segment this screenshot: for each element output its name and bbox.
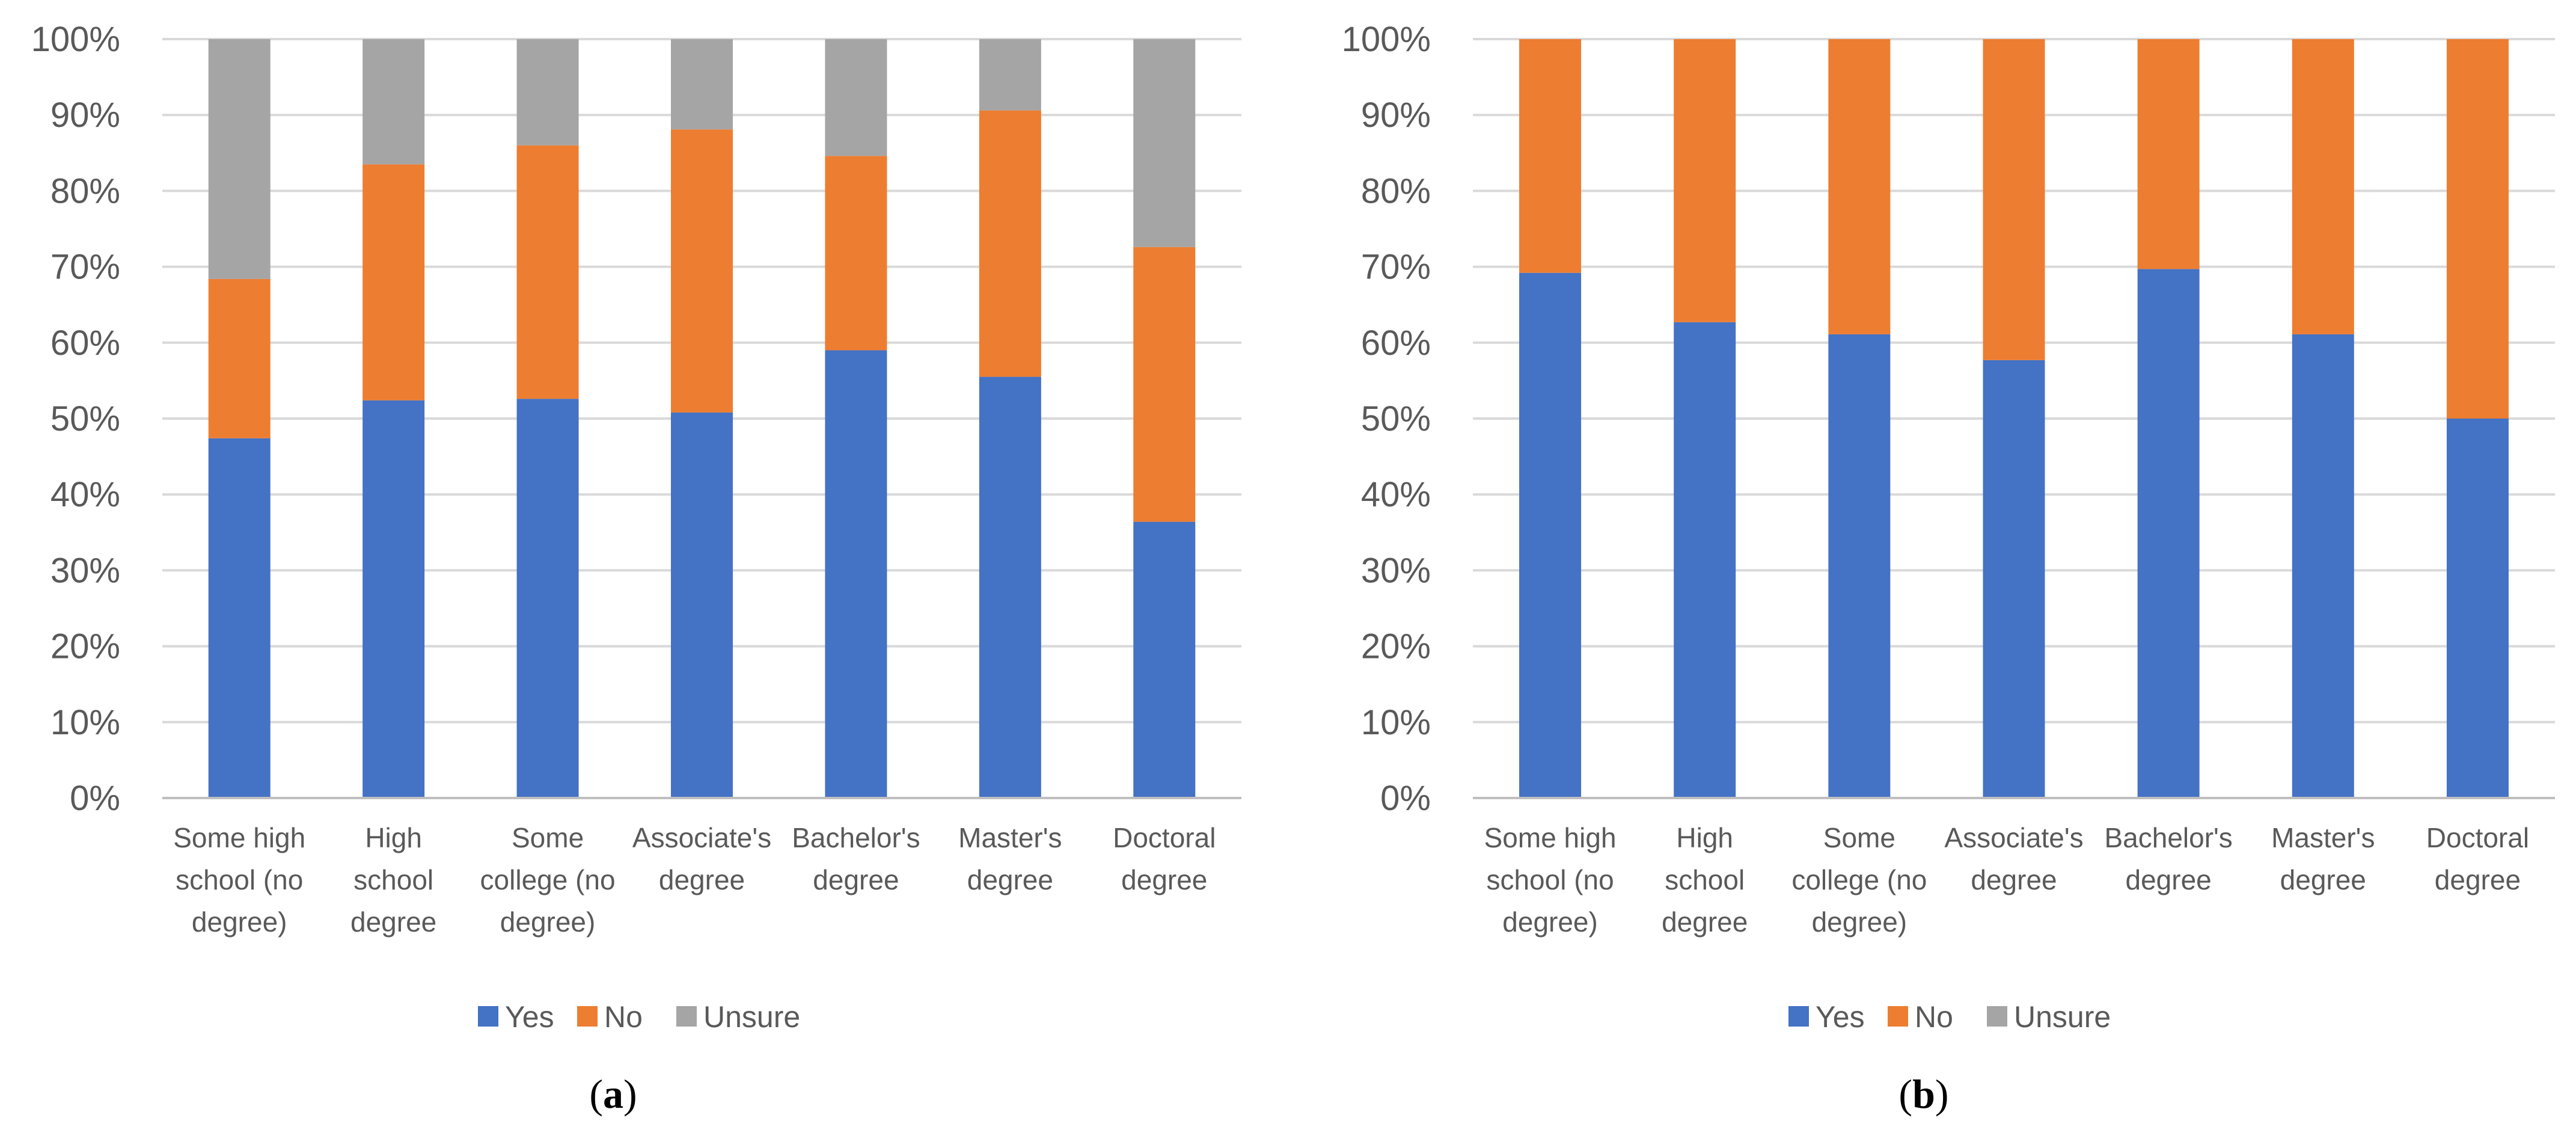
y-tick-label: 50% — [50, 399, 120, 438]
legend-swatch-unsure — [1987, 1006, 2007, 1027]
y-tick-label: 100% — [31, 20, 120, 59]
legend-label-yes: Yes — [505, 1000, 554, 1034]
bar-yes-1 — [363, 400, 425, 798]
bar-yes-5 — [2292, 334, 2354, 798]
bar-unsure-2 — [516, 39, 579, 146]
chart-panel-b: 0% 10% 20% 30% 40% 50% 60% 70% 80% 90% 100% Some hi… — [1342, 20, 2555, 1117]
y-tick-label: 20% — [50, 627, 120, 666]
y-tick-label: 90% — [1361, 96, 1431, 135]
bar-no-4 — [2137, 39, 2200, 269]
legend-swatch-unsure — [676, 1006, 697, 1027]
legend-swatch-yes — [1788, 1006, 1809, 1027]
bar-no-6 — [2446, 39, 2509, 419]
bar-unsure-3 — [671, 39, 733, 130]
x-tick-label: Some high school (no degree) — [173, 822, 305, 938]
bar-yes-3 — [1983, 360, 2045, 798]
legend-label-yes: Yes — [1816, 1000, 1865, 1034]
bar-yes-6 — [1133, 521, 1196, 798]
bar-no-0 — [208, 278, 271, 438]
bar-unsure-4 — [825, 39, 887, 156]
bar-unsure-5 — [979, 39, 1041, 111]
y-tick-label: 100% — [1342, 20, 1431, 59]
x-tick-label: Bachelor's degree — [792, 822, 920, 895]
x-tick-label: Some college (no degree) — [1791, 822, 1927, 938]
x-tick-label: Associate's degree — [1944, 822, 2083, 895]
legend-swatch-yes — [478, 1006, 498, 1027]
y-tick-label: 60% — [1361, 324, 1431, 363]
legend-label-unsure: Unsure — [703, 1000, 800, 1034]
y-tick-label: 40% — [50, 475, 120, 514]
y-tick-label: 50% — [1361, 399, 1431, 438]
bar-no-0 — [1519, 39, 1582, 273]
x-tick-label: Bachelor's degree — [2104, 822, 2232, 895]
bar-yes-1 — [1674, 322, 1736, 798]
x-tick-label: Master's degree — [958, 822, 1062, 895]
bar-no-5 — [979, 110, 1041, 377]
y-tick-label: 30% — [1361, 551, 1431, 590]
y-tick-label: 0% — [1380, 779, 1431, 818]
legend-swatch-no — [577, 1006, 598, 1027]
bar-yes-0 — [1519, 272, 1582, 798]
y-tick-label: 40% — [1361, 475, 1431, 514]
legend-swatch-no — [1888, 1006, 1908, 1027]
y-tick-label: 60% — [50, 324, 120, 363]
bar-unsure-0 — [208, 39, 271, 279]
bar-no-1 — [363, 164, 425, 401]
bar-yes-2 — [516, 399, 579, 798]
legend-label-no: No — [604, 1000, 643, 1034]
bar-unsure-1 — [363, 39, 425, 165]
y-tick-label: 90% — [50, 96, 120, 135]
bar-no-3 — [671, 129, 733, 413]
bar-no-5 — [2292, 39, 2354, 334]
bar-yes-3 — [671, 412, 733, 798]
bar-no-2 — [1828, 39, 1891, 334]
y-tick-label: 30% — [50, 551, 120, 590]
x-tick-label: Some high school (no degree) — [1484, 822, 1617, 938]
y-tick-label: 10% — [50, 703, 120, 742]
bar-yes-6 — [2446, 419, 2509, 798]
bar-no-6 — [1133, 247, 1196, 522]
y-tick-label: 80% — [1361, 171, 1431, 210]
chart-panel-a: 0% 10% 20% 30% 40% 50% 60% 70% 80% 90% 100% Some hi… — [31, 20, 1241, 1117]
bar-no-1 — [1674, 39, 1736, 322]
bar-no-3 — [1983, 39, 2045, 360]
y-tick-label: 70% — [50, 248, 120, 287]
y-tick-label: 70% — [1361, 248, 1431, 287]
y-tick-label: 80% — [50, 171, 120, 210]
panel-label: (b) — [1898, 1071, 1948, 1117]
bar-yes-2 — [1828, 334, 1891, 798]
x-tick-label: Associate's degree — [632, 822, 771, 895]
bar-no-2 — [516, 145, 579, 399]
bar-no-4 — [825, 156, 887, 351]
y-tick-label: 20% — [1361, 627, 1431, 666]
x-tick-label: Doctoral degree — [1113, 822, 1216, 895]
x-tick-label: Doctoral degree — [2426, 822, 2529, 895]
x-tick-label: High school degree — [1662, 822, 1748, 938]
bar-yes-4 — [825, 350, 887, 798]
legend-label-unsure: Unsure — [2014, 1000, 2111, 1034]
legend-label-no: No — [1915, 1000, 1953, 1034]
y-tick-label: 0% — [70, 779, 120, 818]
x-tick-label: Master's degree — [2271, 822, 2375, 895]
bar-yes-4 — [2137, 269, 2200, 798]
panel-label: (a) — [589, 1071, 637, 1117]
bar-yes-5 — [979, 376, 1041, 798]
bar-unsure-6 — [1133, 39, 1196, 247]
y-tick-label: 10% — [1361, 703, 1431, 742]
x-tick-label: High school degree — [350, 822, 436, 938]
bar-yes-0 — [208, 438, 271, 798]
x-tick-label: Some college (no degree) — [480, 822, 616, 938]
